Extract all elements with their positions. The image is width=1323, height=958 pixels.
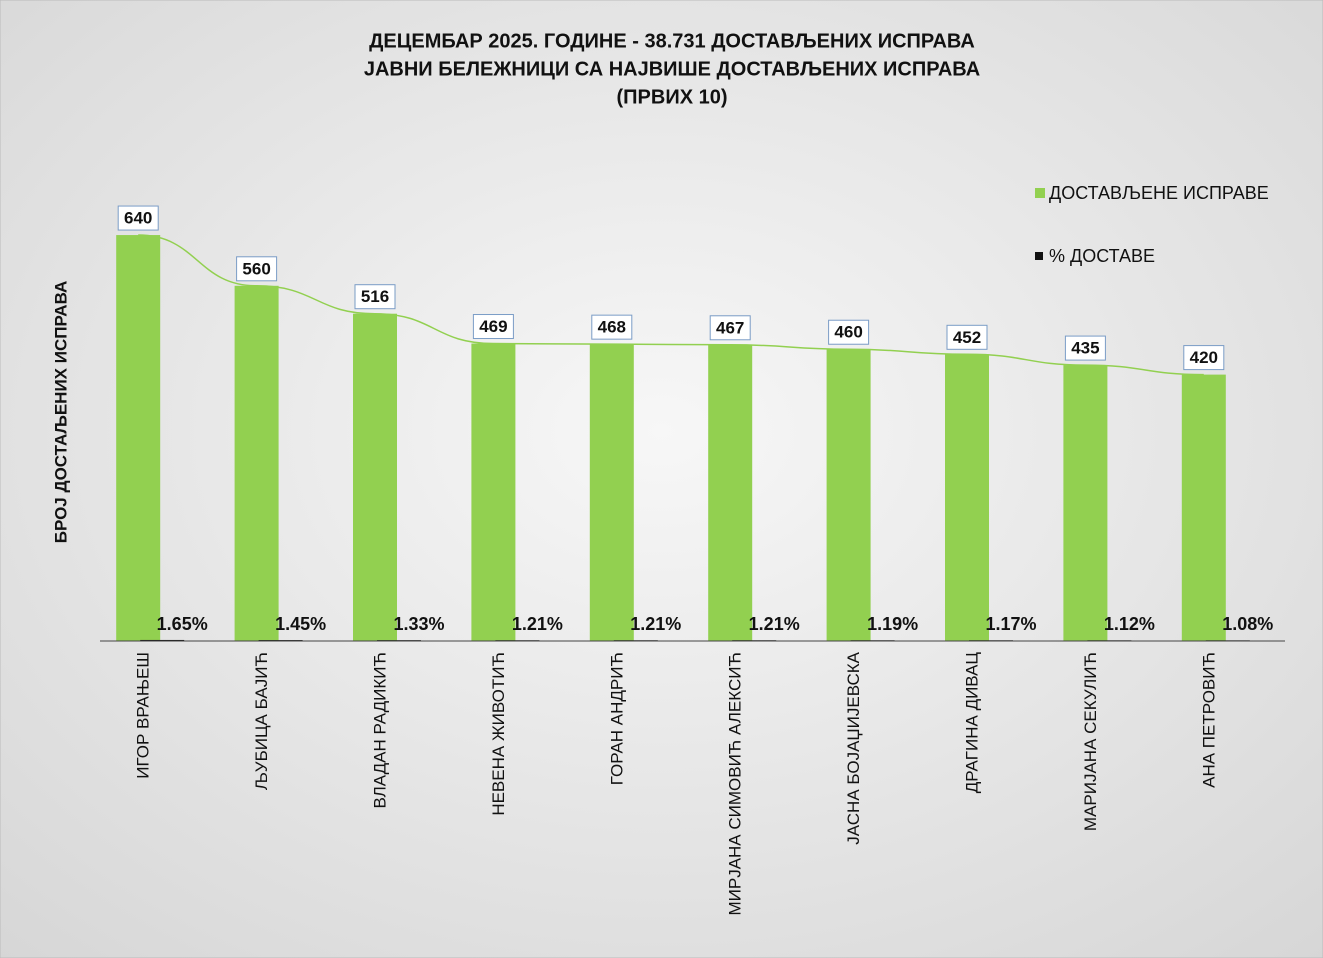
x-tick-label: ДРАГИНА ДИВАЦ [962,652,981,794]
chart-title: ДЕЦЕМБАР 2025. ГОДИНЕ - 38.731 ДОСТАВЉЕН… [369,30,975,52]
value-label: 469 [479,317,507,336]
value-label-box [472,314,514,340]
x-tick-label: ГОРАН АНДРИЋ [607,652,626,785]
bar [708,344,753,641]
percent-bar [140,639,185,641]
trend-line [138,234,1204,376]
x-tick-label: ИГОР ВРАЊЕШ [134,652,153,779]
value-label: 420 [1190,348,1218,367]
value-label: 468 [598,318,626,337]
percent-label: 1.33% [393,614,444,634]
value-label-box [1064,335,1106,361]
percent-label: 1.19% [867,614,918,634]
percent-label: 1.65% [157,614,208,634]
percent-label: 1.45% [275,614,326,634]
value-label-box [236,256,278,282]
bar [116,235,161,642]
percent-label: 1.21% [512,614,563,634]
value-label-box [828,319,870,345]
percent-label: 1.08% [1222,614,1273,634]
value-label: 435 [1071,339,1099,358]
legend-label: % ДОСТАВЕ [1049,246,1155,266]
value-label-box [709,315,751,341]
chart-title: (ПРВИХ 10) [617,86,728,108]
value-label: 460 [834,323,862,342]
chart-title: ЈАВНИ БЕЛЕЖНИЦИ СА НАЈВИШЕ ДОСТАВЉЕНИХ И… [364,58,980,80]
value-label: 560 [242,259,270,278]
value-label: 640 [124,209,152,228]
value-label: 467 [716,318,744,337]
x-tick-label: ЈАСНА БОЈАЏИЈЕВСКА [844,651,863,844]
value-label: 452 [953,328,981,347]
bar [945,354,989,641]
value-label-box [946,324,988,350]
percent-label: 1.12% [1104,614,1155,634]
bar [353,313,397,641]
legend-swatch [1035,252,1043,260]
legend-label: ДОСТАВЉЕНЕ ИСПРАВЕ [1049,183,1269,203]
value-label-box [354,284,396,310]
bar [826,349,871,641]
x-tick-label: ЉУБИЦА БАЈИЋ [252,652,271,790]
x-tick-label: МИРЈАНА СИМОВИЋ АЛЕКСИЋ [726,652,745,916]
percent-label: 1.17% [985,614,1036,634]
value-label: 516 [361,287,389,306]
value-label-box [591,314,633,340]
value-label-box [117,205,159,231]
x-tick-label: НЕВЕНА ЖИВОТИЋ [489,652,508,816]
bar [471,343,516,641]
y-axis-label: БРОЈ ДОСТАЉЕНИХ ИСПРАВА [51,281,70,544]
percent-label: 1.21% [749,614,800,634]
bar [234,285,279,641]
bar [1181,374,1226,641]
bar [589,344,634,641]
x-tick-label: МАРИЈАНА СЕКУЛИЋ [1081,652,1100,831]
x-tick-label: АНА ПЕТРОВИЋ [1199,652,1218,788]
value-label-box [1183,345,1225,371]
x-tick-label: ВЛАДАН РАДИКИЋ [370,652,389,809]
percent-label: 1.21% [630,614,681,634]
legend-swatch [1035,188,1045,198]
bar [1063,365,1108,641]
